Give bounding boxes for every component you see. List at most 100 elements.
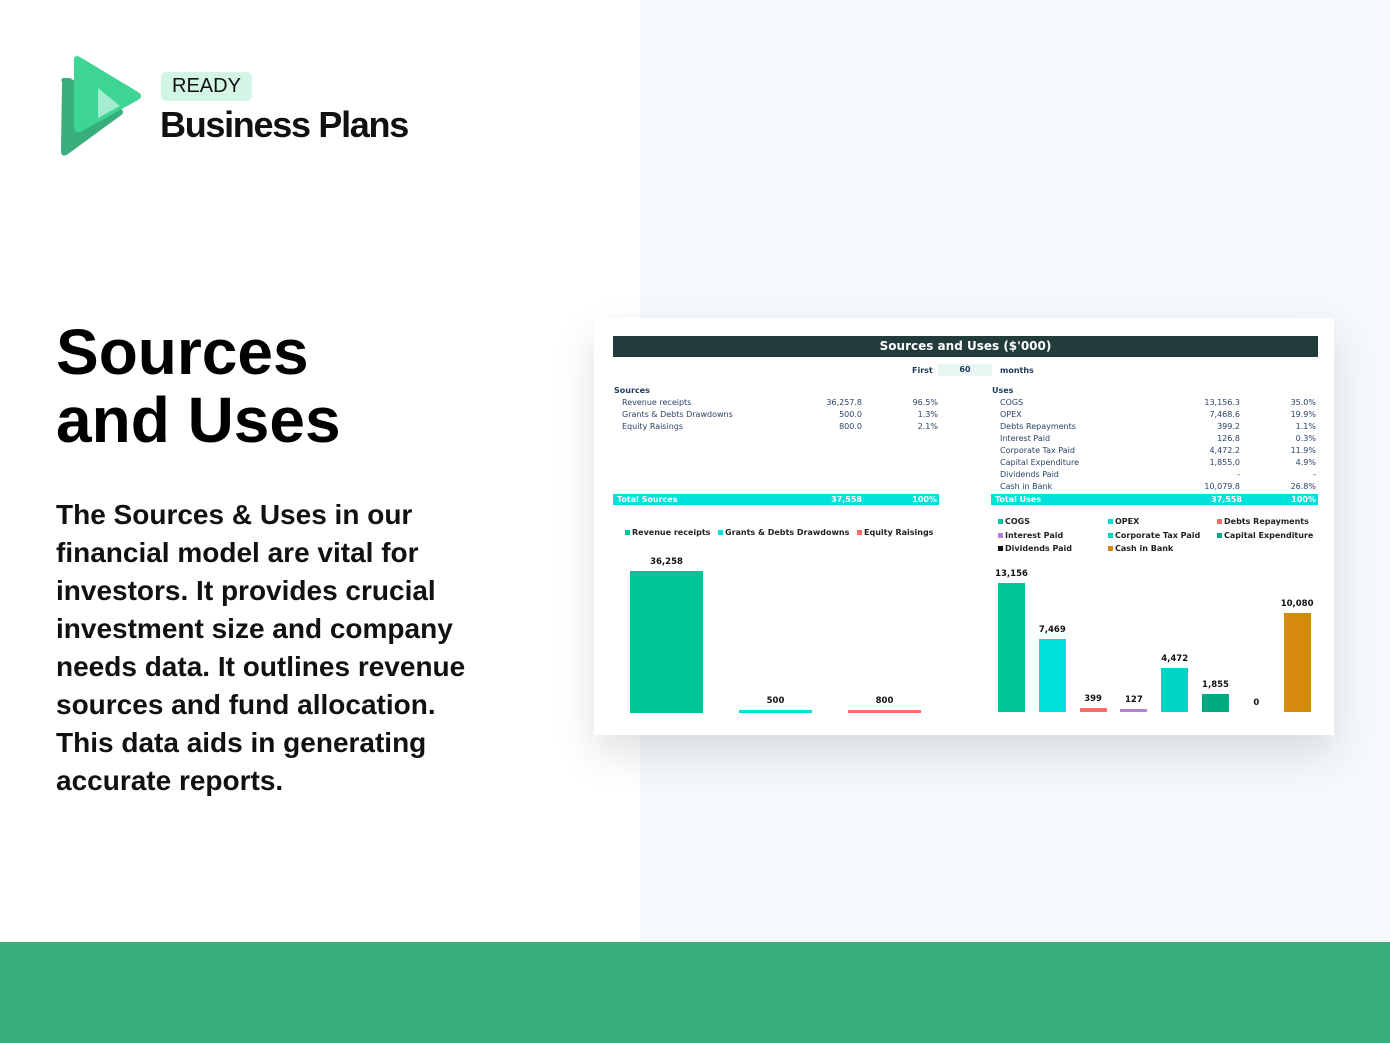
footer-band [0,942,1390,1043]
legend-swatch [998,533,1003,538]
legend-item: Capital Expenditure [1217,531,1313,540]
row-value: 1,855.0 [1209,458,1240,467]
legend-label: COGS [1005,517,1030,526]
legend-label: Corporate Tax Paid [1115,531,1201,540]
row-value: 7,468.6 [1209,410,1240,419]
legend-swatch [1108,519,1113,524]
title-line-1: Sources [56,316,309,388]
legend-label: Grants & Debts Drawdowns [725,528,850,537]
row-label: COGS [1000,398,1024,407]
legend-label: Cash in Bank [1115,544,1174,553]
row-value: 13,156.3 [1204,398,1240,407]
uses-heading: Uses [992,386,1014,395]
row-value: 500.0 [839,410,862,419]
row-pct: 2.1% [917,422,938,431]
legend-item: Equity Raisings [857,528,933,537]
row-value: 399.2 [1217,422,1240,431]
data-label: 10,080 [1280,599,1314,610]
total-label: Total Sources [617,495,678,504]
legend-swatch [1108,546,1113,551]
row-pct: 0.3% [1295,434,1316,443]
legend-swatch [1217,519,1222,524]
legend-swatch [1108,533,1113,538]
row-pct: 4.9% [1295,458,1316,467]
total-value: 37,558 [1211,495,1242,504]
row-label: Grants & Debts Drawdowns [622,410,733,419]
row-pct: 35.0% [1290,398,1316,407]
data-label: 800 [875,695,894,706]
row-value: 800.0 [839,422,862,431]
legend-label: Revenue receipts [632,528,711,537]
total-sources-row: Total Sources 37,558 100% [613,494,939,505]
legend-swatch [998,546,1003,551]
legend-label: Capital Expenditure [1224,531,1314,540]
sheet-title: Sources and Uses ($'000) [613,336,1318,357]
total-value: 37,558 [831,495,862,504]
row-pct: 1.1% [1295,422,1316,431]
legend-swatch [857,530,862,535]
row-value: 4,472.2 [1209,446,1240,455]
chart-bar [630,571,703,713]
description: The Sources & Uses in our financial mode… [56,499,466,796]
period-prefix: First [912,366,933,375]
row-pct: 96.5% [912,398,938,407]
total-pct: 100% [1291,495,1316,504]
row-pct: 1.3% [917,410,938,419]
legend-swatch [718,530,723,535]
row-value: 10,079.8 [1204,482,1240,491]
legend-item: Corporate Tax Paid [1108,531,1200,540]
logo-icon [61,56,141,156]
row-label: Dividends Paid [1000,470,1059,479]
row-label: Debts Repayments [1000,422,1076,431]
row-label: Cash in Bank [1000,482,1053,491]
period-input[interactable]: 60 [938,364,992,376]
sources-heading: Sources [614,386,650,395]
legend-label: Debts Repayments [1224,517,1309,526]
chart-bar [739,710,812,713]
chart-bar [1120,709,1148,712]
legend-item: Interest Paid [998,531,1063,540]
legend-item: Cash in Bank [1108,544,1173,553]
chart-bar [1202,693,1229,712]
sources-uses-sheet: Sources and Uses ($'000) First 60 months… [594,318,1334,735]
row-pct: 19.9% [1290,410,1316,419]
row-value: 36,257.8 [826,398,862,407]
title-line-2: and Uses [56,384,341,456]
legend-item: COGS [998,517,1030,526]
chart-bar [1283,613,1311,712]
total-pct: 100% [912,495,937,504]
legend-swatch [998,519,1003,524]
brand-badge: READY [161,72,252,101]
brand-name: Business Plans [160,104,409,145]
row-pct: 11.9% [1290,446,1316,455]
row-label: Interest Paid [1000,434,1051,443]
row-label: Corporate Tax Paid [1000,446,1075,455]
page-title: Sources and Uses [56,318,341,454]
row-value: - [1237,470,1240,479]
data-label: 0 [1253,698,1260,708]
row-label: Equity Raisings [622,422,684,431]
period-suffix: months [1000,366,1034,375]
legend-label: Dividends Paid [1005,544,1072,553]
chart-bar [1161,668,1189,712]
row-pct: 26.8% [1290,482,1316,491]
data-label: 7,469 [1038,624,1066,635]
chart-bar [1079,708,1107,712]
data-label: 500 [766,696,785,706]
row-pct: - [1313,470,1316,479]
legend-item: Dividends Paid [998,544,1072,553]
legend-label: OPEX [1115,517,1140,526]
data-label: 36,258 [650,557,683,567]
legend-item: Grants & Debts Drawdowns [718,528,849,537]
total-uses-row: Total Uses 37,558 100% [991,494,1318,505]
legend-swatch [1217,533,1222,538]
data-label: 4,472 [1161,654,1189,665]
legend-label: Equity Raisings [864,528,934,537]
chart-bar [848,709,921,713]
legend-item: Revenue receipts [625,528,710,537]
legend-label: Interest Paid [1005,531,1064,540]
legend-swatch [625,530,630,535]
row-label: Revenue receipts [622,398,692,407]
row-label: OPEX [1000,410,1022,419]
chart-bar [998,583,1025,712]
